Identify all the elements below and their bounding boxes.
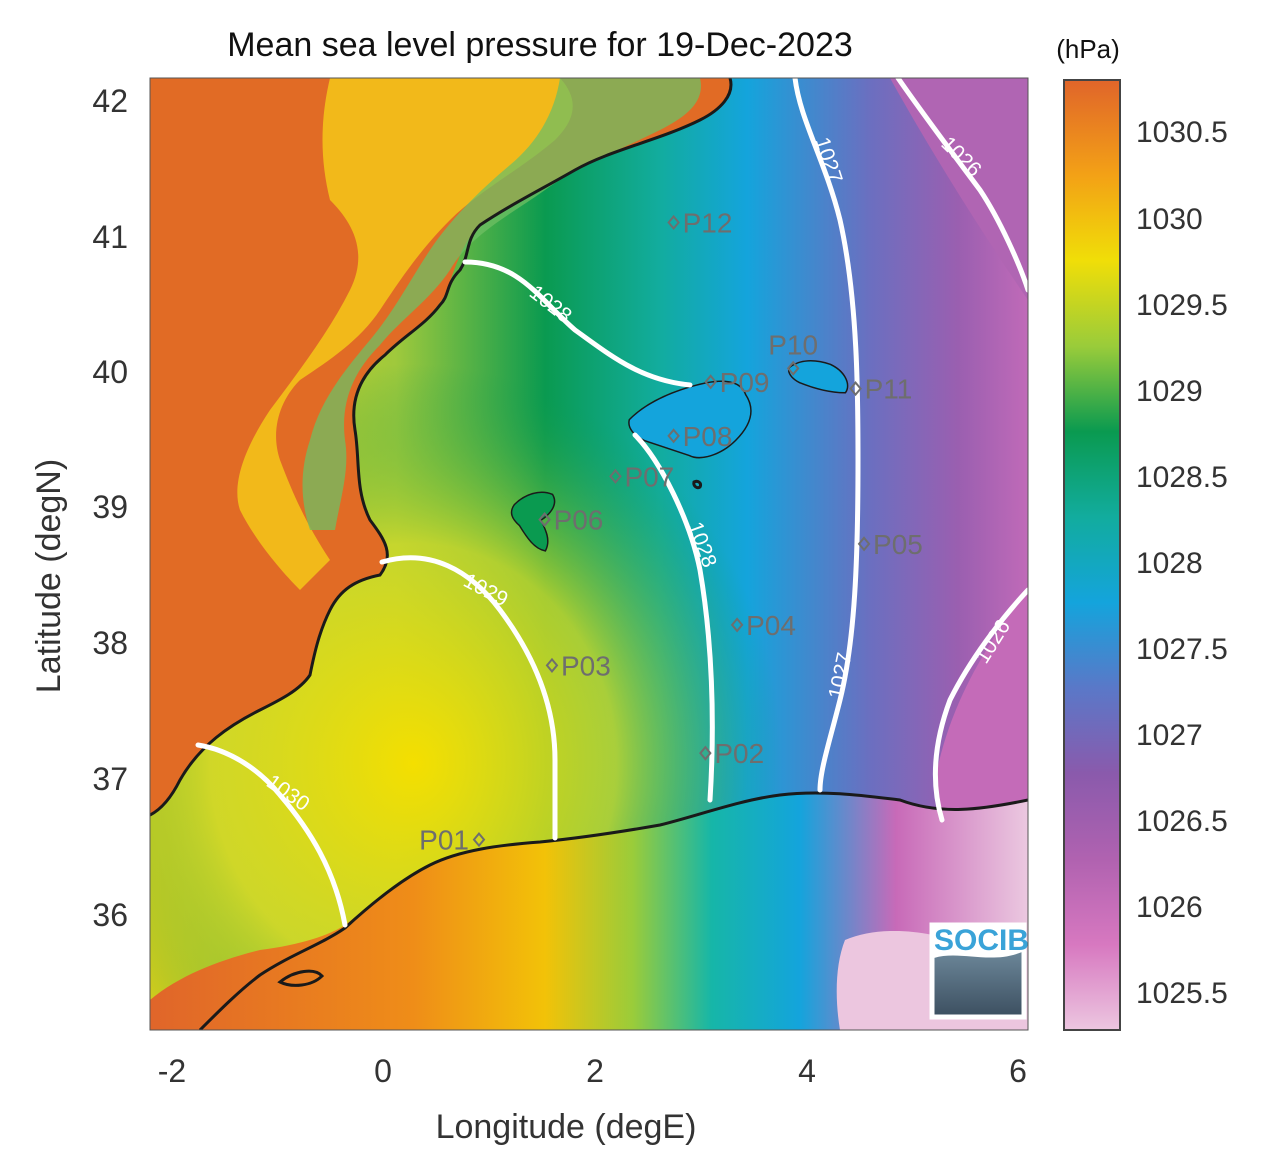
iberia-coastline [150, 78, 733, 817]
map-frame [149, 77, 1029, 1031]
station-label: P12 [683, 207, 733, 238]
y-tick-label: 41 [92, 219, 128, 255]
x-tick-label: 6 [1009, 1053, 1027, 1089]
colorbar-tick-label: 1029.5 [1136, 289, 1228, 322]
colorbar-tick-label: 1026 [1136, 891, 1203, 924]
isobar-1028-north [462, 259, 693, 388]
station-label: P04 [746, 610, 796, 641]
menorca-land [789, 361, 847, 392]
y-axis-label: Latitude (degN) [30, 459, 68, 693]
colorbar-tick-label: 1027 [1136, 719, 1203, 752]
station-marker [786, 360, 800, 376]
station-marker [704, 374, 717, 390]
cabrera-coastline [692, 479, 702, 490]
y-tick-label: 36 [92, 897, 128, 933]
logo-text: SOCIB [934, 924, 1029, 957]
station-label: P11 [865, 374, 913, 405]
colorbar-tick-label: 1027.5 [1136, 633, 1228, 666]
x-axis-label: Longitude (degE) [436, 1108, 697, 1146]
station-label: P03 [561, 650, 611, 681]
alboran-island-coast [277, 969, 325, 987]
colorbar-tick-label: 1028.5 [1136, 461, 1228, 494]
isobar-1028-south [632, 432, 715, 803]
southeast-low-region [935, 590, 1028, 830]
station-marker [699, 745, 712, 761]
isobar-1026-north [895, 78, 1028, 293]
station-label: P09 [720, 367, 770, 398]
station-marker [849, 381, 862, 397]
colorbar-tick-label: 1030.5 [1136, 116, 1228, 149]
station-label: P10 [768, 329, 818, 360]
africa-land [150, 792, 1028, 1030]
colorbar-tick-label: 1028 [1136, 547, 1203, 580]
iberia-coastal-yellow [237, 78, 573, 590]
mallorca-land [629, 382, 751, 457]
figure-title: Mean sea level pressure for 19-Dec-2023 [227, 26, 853, 64]
x-axis: -2 0 2 4 6 Longitude (degE) [158, 1053, 1027, 1146]
station-marker [609, 468, 622, 484]
socib-logo: SOCIB [929, 922, 1029, 1020]
iberia-coastal-green [302, 78, 701, 530]
y-tick-label: 39 [92, 489, 128, 525]
isobar-1030 [195, 742, 348, 928]
station-label: P08 [683, 421, 733, 452]
y-axis: 42 41 40 39 38 37 36 Latitude (degN) [30, 83, 128, 933]
x-tick-label: -2 [158, 1053, 186, 1089]
colorbar-unit: (hPa) [1056, 34, 1120, 64]
isobars [195, 78, 1028, 928]
colorbar-tick-label: 1025.5 [1136, 977, 1228, 1010]
colorbar-tick-label: 1026.5 [1136, 805, 1228, 838]
station-marker [730, 617, 744, 633]
station-label: P05 [873, 529, 923, 560]
colorbar-scale [1063, 79, 1121, 1031]
colorbar-tick-label: 1030 [1136, 203, 1203, 236]
colorbar: (hPa) 1030.5 1030 1029.5 1029 1028.5 102… [1056, 34, 1228, 1031]
ibiza-land [512, 493, 554, 550]
station-marker [857, 536, 871, 552]
isobar-1027 [792, 78, 861, 793]
station-label: P01 [419, 825, 469, 856]
station-marker [538, 512, 551, 528]
x-tick-label: 4 [798, 1053, 816, 1089]
iberia-land [150, 78, 731, 815]
map-area: 1030 1029 1028 1028 1027 1027 1026 1026 … [150, 78, 1029, 1030]
y-tick-label: 40 [92, 354, 128, 390]
station-marker [472, 832, 486, 848]
station-label: P02 [714, 738, 764, 769]
station-marker [667, 428, 680, 444]
x-tick-label: 0 [374, 1053, 392, 1089]
station-marker [545, 657, 559, 673]
station-marker [667, 214, 680, 231]
isobar-1026-south [932, 587, 1028, 823]
northeast-low-region [890, 78, 1028, 300]
y-tick-label: 42 [92, 83, 128, 119]
station-label: P06 [554, 505, 604, 536]
station-points: P01 P02 P03 P04 P05 P06 P07 P08 P09 P10 P11 P12 [419, 207, 923, 855]
station-label: P07 [624, 461, 674, 492]
isobar-1029 [379, 555, 558, 841]
y-tick-label: 38 [92, 625, 128, 661]
x-tick-label: 2 [586, 1053, 604, 1089]
colorbar-tick-label: 1029 [1136, 375, 1203, 408]
y-tick-label: 37 [92, 761, 128, 797]
